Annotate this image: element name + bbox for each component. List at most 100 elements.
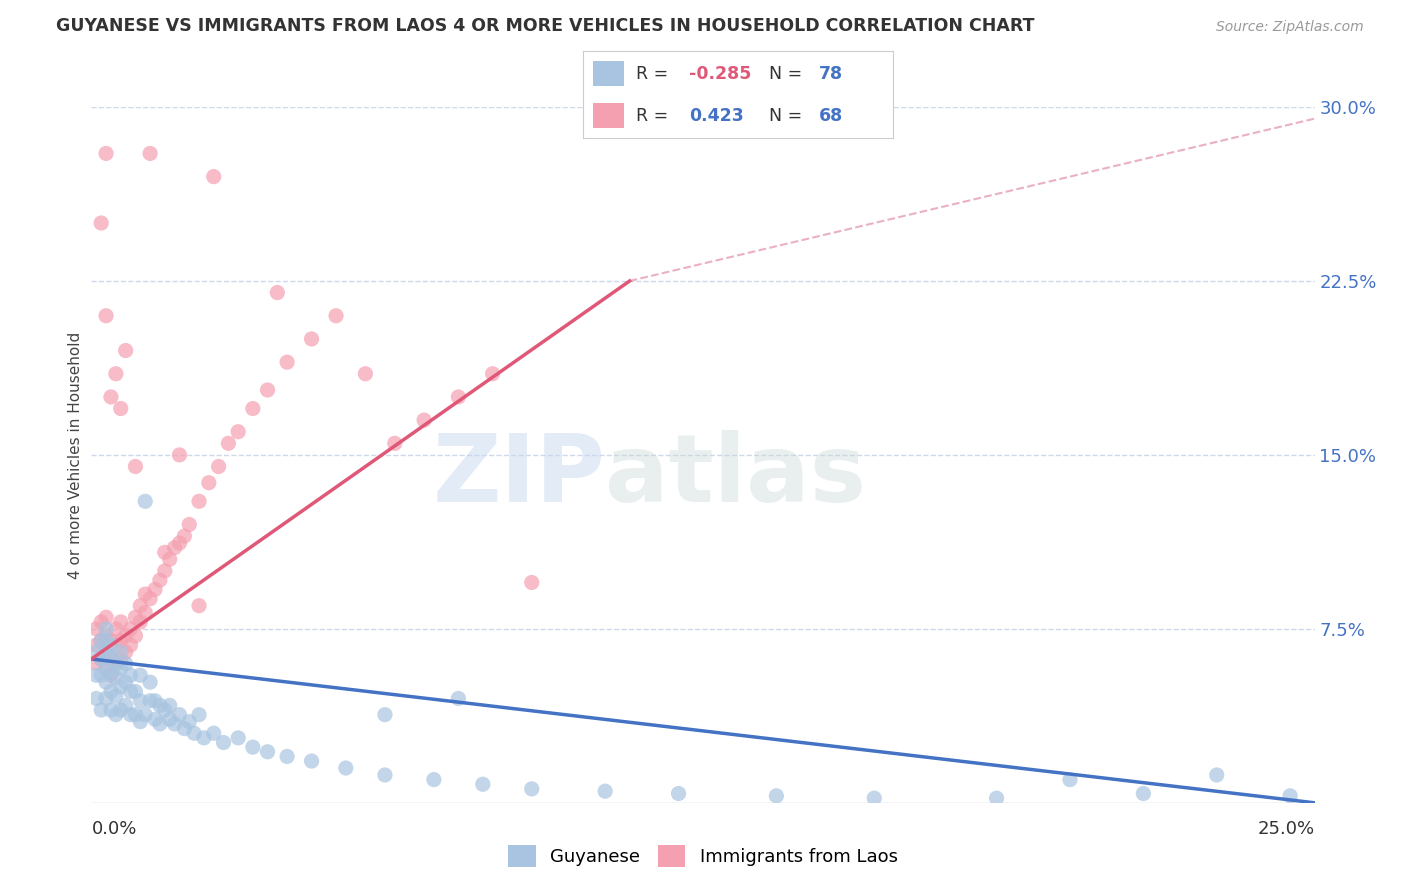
Point xyxy=(1132,787,1154,801)
Text: 25.0%: 25.0% xyxy=(1257,820,1315,838)
Point xyxy=(266,285,288,300)
Point xyxy=(90,633,112,648)
Point xyxy=(471,777,494,791)
Point xyxy=(100,390,122,404)
Point xyxy=(226,731,249,745)
Point xyxy=(94,633,117,648)
Point xyxy=(110,401,132,416)
Legend: Guyanese, Immigrants from Laos: Guyanese, Immigrants from Laos xyxy=(501,838,905,874)
Point xyxy=(139,146,162,161)
Point xyxy=(134,494,156,508)
Point xyxy=(134,606,156,620)
Point xyxy=(94,645,117,659)
Point xyxy=(276,749,298,764)
Point xyxy=(120,668,142,682)
Point xyxy=(217,436,239,450)
Point xyxy=(114,645,136,659)
Point xyxy=(90,703,112,717)
Point xyxy=(84,668,107,682)
Point xyxy=(139,675,162,690)
Point xyxy=(94,146,117,161)
Text: 0.423: 0.423 xyxy=(689,106,744,125)
Point xyxy=(374,768,396,782)
Point xyxy=(169,448,191,462)
Point xyxy=(193,731,215,745)
Point xyxy=(100,638,122,652)
Point xyxy=(110,680,132,694)
Point xyxy=(169,536,191,550)
Point xyxy=(120,638,142,652)
Point xyxy=(120,707,142,722)
Point xyxy=(149,698,172,713)
Point xyxy=(179,714,201,729)
Point xyxy=(114,629,136,643)
Point xyxy=(104,657,127,671)
Point xyxy=(90,216,112,230)
Text: GUYANESE VS IMMIGRANTS FROM LAOS 4 OR MORE VEHICLES IN HOUSEHOLD CORRELATION CHA: GUYANESE VS IMMIGRANTS FROM LAOS 4 OR MO… xyxy=(56,17,1035,35)
Point xyxy=(100,652,122,666)
Point xyxy=(276,355,298,369)
Point xyxy=(139,694,162,708)
Point xyxy=(94,610,117,624)
Point xyxy=(765,789,787,803)
Text: ZIP: ZIP xyxy=(432,430,605,522)
Point xyxy=(1279,789,1302,803)
Point xyxy=(114,675,136,690)
Point xyxy=(124,629,146,643)
Point xyxy=(520,781,543,796)
Point xyxy=(153,545,176,559)
Point xyxy=(129,694,152,708)
Point xyxy=(90,615,112,629)
Point xyxy=(384,436,406,450)
Point xyxy=(110,652,132,666)
Point xyxy=(100,668,122,682)
Point xyxy=(143,694,166,708)
Point xyxy=(242,740,264,755)
Point xyxy=(100,703,122,717)
Point xyxy=(188,599,211,613)
Point xyxy=(202,169,225,184)
Point xyxy=(94,691,117,706)
Point xyxy=(143,712,166,726)
Point xyxy=(173,529,195,543)
Point xyxy=(159,552,181,566)
Point xyxy=(863,791,886,805)
Point xyxy=(110,615,132,629)
Point xyxy=(188,707,211,722)
Text: N =: N = xyxy=(769,64,808,83)
Point xyxy=(124,684,146,698)
Point xyxy=(153,564,176,578)
Point xyxy=(124,610,146,624)
Text: -0.285: -0.285 xyxy=(689,64,751,83)
Point xyxy=(325,309,347,323)
Point xyxy=(124,707,146,722)
Point xyxy=(159,712,181,726)
Point xyxy=(100,633,122,648)
Point xyxy=(110,661,132,675)
Point xyxy=(104,657,127,671)
Point xyxy=(447,691,470,706)
Point xyxy=(242,401,264,416)
Point xyxy=(90,652,112,666)
Point xyxy=(423,772,446,787)
Point xyxy=(301,754,323,768)
Point xyxy=(301,332,323,346)
Point xyxy=(986,791,1008,805)
Text: 78: 78 xyxy=(818,64,842,83)
Point xyxy=(1059,772,1081,787)
Point xyxy=(84,638,107,652)
Point xyxy=(520,575,543,590)
Point xyxy=(212,735,235,749)
Point xyxy=(256,383,278,397)
Point xyxy=(90,633,112,648)
Point xyxy=(94,309,117,323)
Point xyxy=(110,633,132,648)
Point xyxy=(134,587,156,601)
Point xyxy=(100,649,122,664)
Point xyxy=(129,615,152,629)
Point xyxy=(163,541,186,555)
Point xyxy=(114,343,136,358)
Point xyxy=(143,582,166,597)
Point xyxy=(104,622,127,636)
Text: N =: N = xyxy=(769,106,808,125)
